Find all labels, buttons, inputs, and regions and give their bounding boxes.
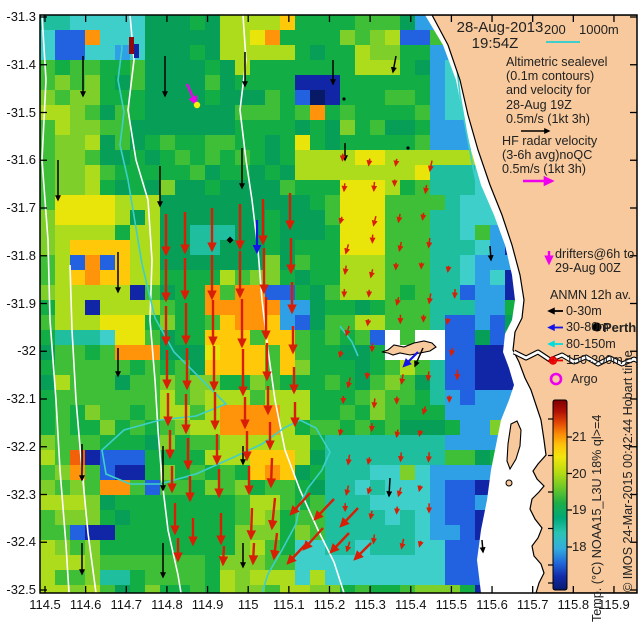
bathy-200-label: 200 xyxy=(544,22,566,37)
y-axis-label: -31.3 xyxy=(6,9,36,24)
x-axis-label: 115.3 xyxy=(354,597,386,612)
x-axis-label: 115.2 xyxy=(313,597,346,612)
altimetry-legend-line: 0.5m/s (1kt 3h) xyxy=(506,111,590,126)
map-date: 28-Aug-2013 xyxy=(456,19,544,36)
hf-radar-legend-line: 0.5m/s (1kt 3h) xyxy=(502,162,586,177)
perth-city-label: Perth xyxy=(603,320,637,335)
y-axis-label: -31.8 xyxy=(6,247,36,263)
x-axis-label: 115.6 xyxy=(476,597,508,612)
x-axis-label: 114.8 xyxy=(151,597,183,612)
y-axis-label: -32.1 xyxy=(6,391,36,406)
anmn-legend-title: ANMN 12h av. xyxy=(550,288,631,302)
x-axis-label: 114.7 xyxy=(110,597,143,612)
attribution-text: © IMOS 24-Mar-2015 00:42:44 Hobart time xyxy=(621,350,635,592)
map-time: 19:54Z xyxy=(471,35,519,52)
hf-radar-legend-line: (3-6h avg)noQC xyxy=(502,148,593,163)
anmn-depth-label: 150-300m xyxy=(566,353,623,367)
x-axis-label: 114.5 xyxy=(29,597,61,612)
x-axis-label: 115 xyxy=(237,597,259,612)
argo-label: Argo xyxy=(571,372,598,386)
hf-radar-legend-line: HF radar velocity xyxy=(502,134,598,148)
x-axis-label: 115.9 xyxy=(598,597,630,612)
anmn-depth-label: 80-150m xyxy=(566,336,616,351)
x-axis-label: 115.4 xyxy=(394,597,427,612)
x-axis-label: 114.6 xyxy=(69,597,102,612)
altimetry-legend-line: and velocity for xyxy=(506,83,591,98)
bathy-contour-sample-line xyxy=(546,41,580,43)
x-axis-label: 115.5 xyxy=(435,597,468,612)
anmn-depth-label: 30-80m xyxy=(566,320,609,334)
y-axis-label: -32.3 xyxy=(6,486,36,502)
y-axis-label: -32.4 xyxy=(6,534,36,550)
drifters-legend-line: drifters@6h to xyxy=(555,247,635,261)
x-axis-label: 115.8 xyxy=(557,597,590,612)
bathy-1000-label: 1000m xyxy=(579,22,619,37)
y-axis-label: -32.2 xyxy=(6,438,36,454)
colorbar-tick-label: 19 xyxy=(572,502,587,517)
y-axis-label: -31.7 xyxy=(6,200,36,215)
colorbar-tick-label: 21 xyxy=(572,429,587,444)
drifters-legend-line: 29-Aug 00Z xyxy=(555,261,621,276)
anmn-depth-label: 0-30m xyxy=(566,303,602,318)
y-axis-label: -31.6 xyxy=(6,152,36,168)
y-axis-label: -32.5 xyxy=(6,582,36,597)
x-axis-label: 114.9 xyxy=(191,597,224,612)
altimetry-legend-line: Altimetric sealevel xyxy=(506,55,608,69)
colorbar-tick-label: 20 xyxy=(572,465,587,481)
x-axis-label: 115.7 xyxy=(516,597,549,612)
hf-radar-legend: HF radar velocity (3-6h avg)noQC 0.5m/s (1… xyxy=(502,134,597,177)
altimetry-legend: Altimetric sealevel (0.1m contours) and ve… xyxy=(506,55,607,126)
altimetry-legend-line: 28-Aug 19Z xyxy=(506,97,572,112)
drifters-legend: drifters@6h to 29-Aug 00Z xyxy=(555,247,634,275)
y-axis-label: -31.4 xyxy=(6,56,36,72)
colorbar-tick-label: 18 xyxy=(572,539,587,554)
altimetry-legend-line: (0.1m contours) xyxy=(506,69,595,84)
x-axis-label: 115.1 xyxy=(273,597,305,612)
y-axis-label: -32 xyxy=(17,343,36,359)
y-axis-label: -31.5 xyxy=(6,104,36,120)
y-axis-label: -31.9 xyxy=(6,295,36,311)
